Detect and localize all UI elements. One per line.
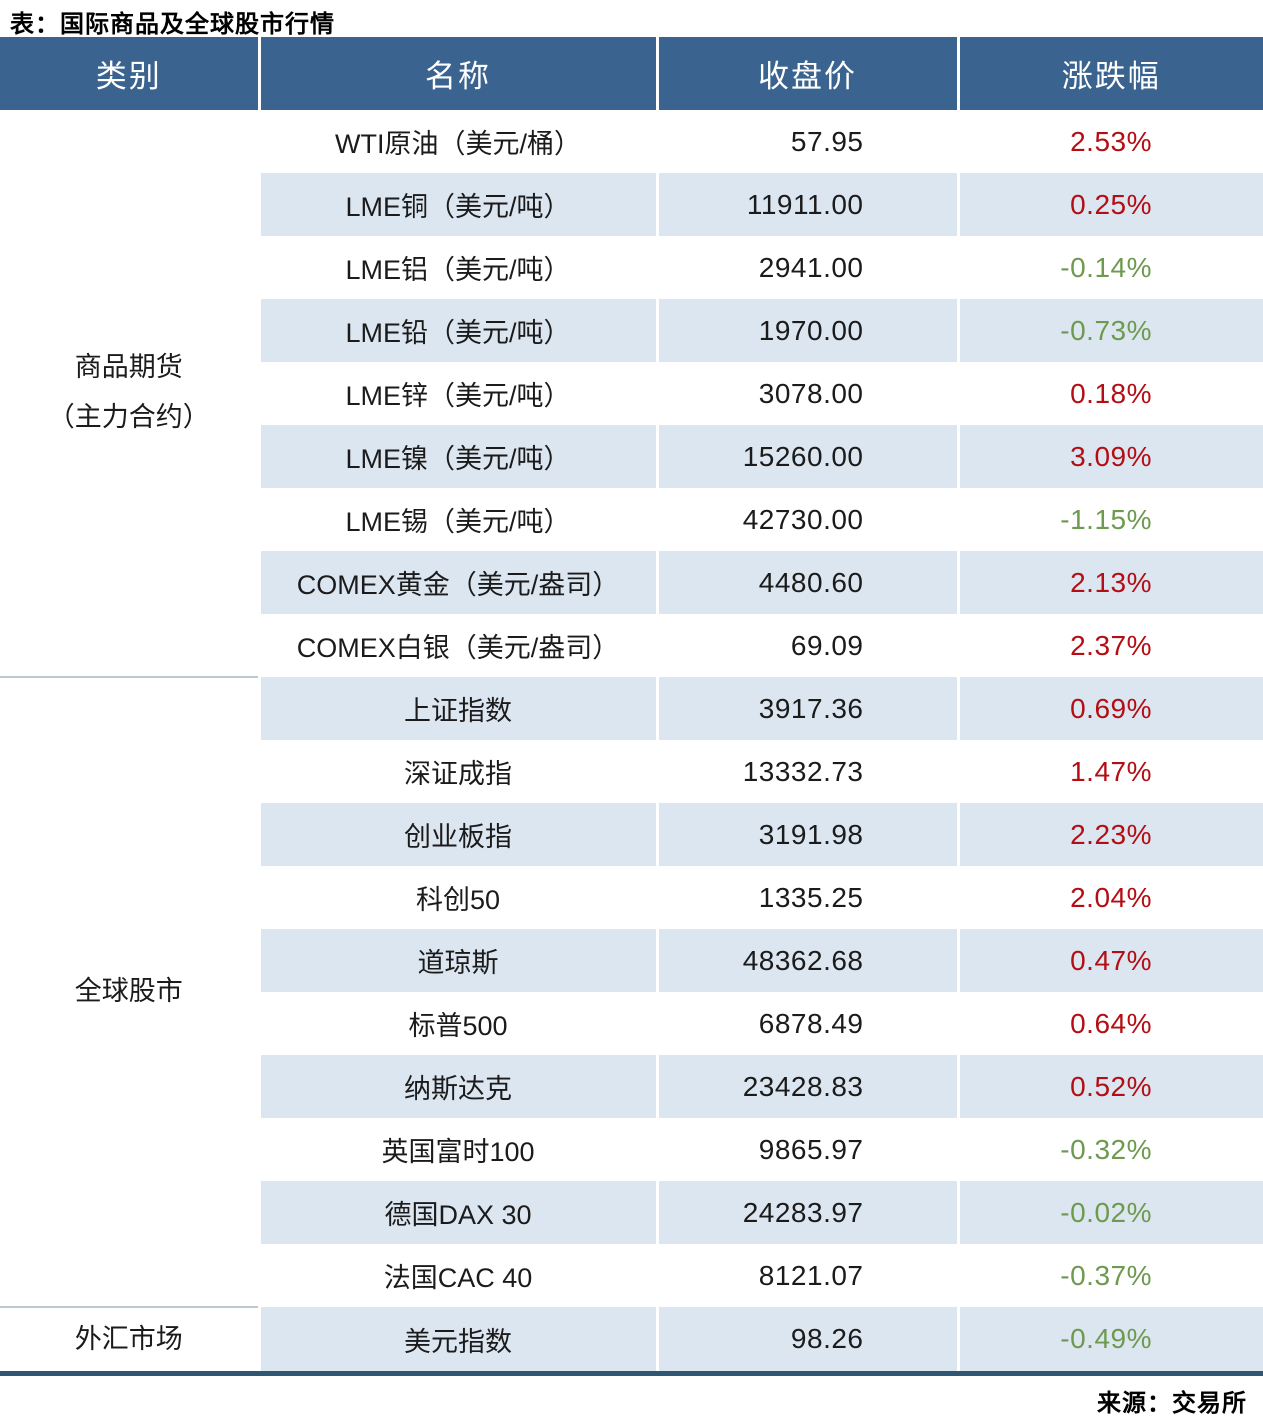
table-row: 法国CAC 40 8121.07 -0.37% bbox=[0, 1244, 1263, 1307]
table-row: COMEX白银（美元/盎司） 69.09 2.37% bbox=[0, 614, 1263, 677]
col-header-category: 类别 bbox=[0, 37, 259, 110]
close-cell: 1970.00 bbox=[655, 299, 958, 362]
category-cell: 全球股市 bbox=[0, 676, 259, 1307]
change-cell: 0.52% bbox=[956, 1055, 1263, 1118]
close-cell: 9865.97 bbox=[655, 1118, 958, 1181]
table-row: 创业板指 3191.98 2.23% bbox=[0, 803, 1263, 866]
change-cell: -0.32% bbox=[956, 1118, 1263, 1181]
category-cell: 商品期货 （主力合约） bbox=[0, 110, 259, 677]
change-cell: 2.04% bbox=[956, 866, 1263, 929]
table-row: 德国DAX 30 24283.97 -0.02% bbox=[0, 1181, 1263, 1244]
change-cell: 3.09% bbox=[956, 425, 1263, 488]
source-note: 来源：交易所 bbox=[1097, 1390, 1247, 1417]
name-cell: LME锌（美元/吨） bbox=[257, 362, 657, 425]
table-row: LME铝（美元/吨） 2941.00 -0.14% bbox=[0, 236, 1263, 299]
table-row: 英国富时100 9865.97 -0.32% bbox=[0, 1118, 1263, 1181]
change-cell: 2.13% bbox=[956, 551, 1263, 614]
table-row: 全球股市 上证指数 3917.36 0.69% bbox=[0, 676, 1263, 1307]
table-row: 道琼斯 48362.68 0.47% bbox=[0, 929, 1263, 992]
name-cell: 法国CAC 40 bbox=[257, 1244, 657, 1307]
name-cell: LME铅（美元/吨） bbox=[257, 299, 657, 362]
close-cell: 13332.73 bbox=[655, 740, 958, 803]
name-cell: 创业板指 bbox=[257, 803, 657, 866]
change-cell: -0.73% bbox=[956, 299, 1263, 362]
close-cell: 23428.83 bbox=[655, 1055, 958, 1118]
close-cell: 1335.25 bbox=[655, 866, 958, 929]
name-cell: LME铜（美元/吨） bbox=[257, 173, 657, 236]
change-cell: 0.64% bbox=[956, 992, 1263, 1055]
col-header-change: 涨跌幅 bbox=[956, 37, 1263, 110]
close-cell: 15260.00 bbox=[655, 425, 958, 488]
change-cell: 0.18% bbox=[956, 362, 1263, 425]
change-cell: 0.25% bbox=[956, 173, 1263, 236]
category-cell: 外汇市场 bbox=[0, 1306, 259, 1374]
change-cell: -0.02% bbox=[956, 1181, 1263, 1244]
close-cell: 4480.60 bbox=[655, 551, 958, 614]
table-row: 科创50 1335.25 2.04% bbox=[0, 866, 1263, 929]
change-cell: 2.53% bbox=[956, 110, 1263, 173]
change-cell: 2.37% bbox=[956, 614, 1263, 677]
table-row: 纳斯达克 23428.83 0.52% bbox=[0, 1055, 1263, 1118]
table-row: COMEX黄金（美元/盎司） 4480.60 2.13% bbox=[0, 551, 1263, 614]
market-table: 类别 名称 收盘价 涨跌幅 商品期货 （主力合约） WTI原油（美元/桶） 57.9… bbox=[0, 37, 1263, 1376]
name-cell: 纳斯达克 bbox=[257, 1055, 657, 1118]
name-cell: COMEX白银（美元/盎司） bbox=[257, 614, 657, 677]
close-cell: 8121.07 bbox=[655, 1244, 958, 1307]
change-cell: -0.37% bbox=[956, 1244, 1263, 1307]
table-row: 深证成指 13332.73 1.47% bbox=[0, 740, 1263, 803]
change-cell: 0.47% bbox=[956, 929, 1263, 992]
table-body: 商品期货 （主力合约） WTI原油（美元/桶） 57.95 2.53% LME铜（美元/… bbox=[0, 110, 1263, 1374]
table-row: LME铅（美元/吨） 1970.00 -0.73% bbox=[0, 299, 1263, 362]
table-row: LME锡（美元/吨） 42730.00 -1.15% bbox=[0, 488, 1263, 551]
close-cell: 57.95 bbox=[655, 110, 958, 173]
name-cell: 上证指数 bbox=[257, 677, 657, 740]
col-header-close: 收盘价 bbox=[655, 37, 958, 110]
name-cell: 美元指数 bbox=[257, 1307, 657, 1374]
table-row: 外汇市场 美元指数 98.26 -0.49% bbox=[0, 1306, 1263, 1374]
name-cell: LME铝（美元/吨） bbox=[257, 236, 657, 299]
name-cell: 道琼斯 bbox=[257, 929, 657, 992]
table-row: LME锌（美元/吨） 3078.00 0.18% bbox=[0, 362, 1263, 425]
table-row: 商品期货 （主力合约） WTI原油（美元/桶） 57.95 2.53% bbox=[0, 110, 1263, 677]
table-header: 类别 名称 收盘价 涨跌幅 bbox=[0, 37, 1263, 110]
close-cell: 3078.00 bbox=[655, 362, 958, 425]
change-cell: -1.15% bbox=[956, 488, 1263, 551]
page-title: 表：国际商品及全球股市行情 bbox=[10, 11, 335, 38]
change-cell: 0.69% bbox=[956, 677, 1263, 740]
name-cell: 英国富时100 bbox=[257, 1118, 657, 1181]
close-cell: 3191.98 bbox=[655, 803, 958, 866]
close-cell: 3917.36 bbox=[655, 677, 958, 740]
close-cell: 6878.49 bbox=[655, 992, 958, 1055]
change-cell: -0.49% bbox=[956, 1307, 1263, 1374]
close-cell: 98.26 bbox=[655, 1307, 958, 1374]
change-cell: 1.47% bbox=[956, 740, 1263, 803]
name-cell: 标普500 bbox=[257, 992, 657, 1055]
close-cell: 2941.00 bbox=[655, 236, 958, 299]
name-cell: LME镍（美元/吨） bbox=[257, 425, 657, 488]
close-cell: 11911.00 bbox=[655, 173, 958, 236]
name-cell: 德国DAX 30 bbox=[257, 1181, 657, 1244]
name-cell: 深证成指 bbox=[257, 740, 657, 803]
name-cell: 科创50 bbox=[257, 866, 657, 929]
change-cell: -0.14% bbox=[956, 236, 1263, 299]
table-row: LME镍（美元/吨） 15260.00 3.09% bbox=[0, 425, 1263, 488]
change-cell: 2.23% bbox=[956, 803, 1263, 866]
col-header-name: 名称 bbox=[257, 37, 657, 110]
table-row: 标普500 6878.49 0.64% bbox=[0, 992, 1263, 1055]
close-cell: 69.09 bbox=[655, 614, 958, 677]
name-cell: LME锡（美元/吨） bbox=[257, 488, 657, 551]
close-cell: 42730.00 bbox=[655, 488, 958, 551]
close-cell: 48362.68 bbox=[655, 929, 958, 992]
name-cell: COMEX黄金（美元/盎司） bbox=[257, 551, 657, 614]
close-cell: 24283.97 bbox=[655, 1181, 958, 1244]
table-row: LME铜（美元/吨） 11911.00 0.25% bbox=[0, 173, 1263, 236]
name-cell: WTI原油（美元/桶） bbox=[257, 110, 657, 173]
